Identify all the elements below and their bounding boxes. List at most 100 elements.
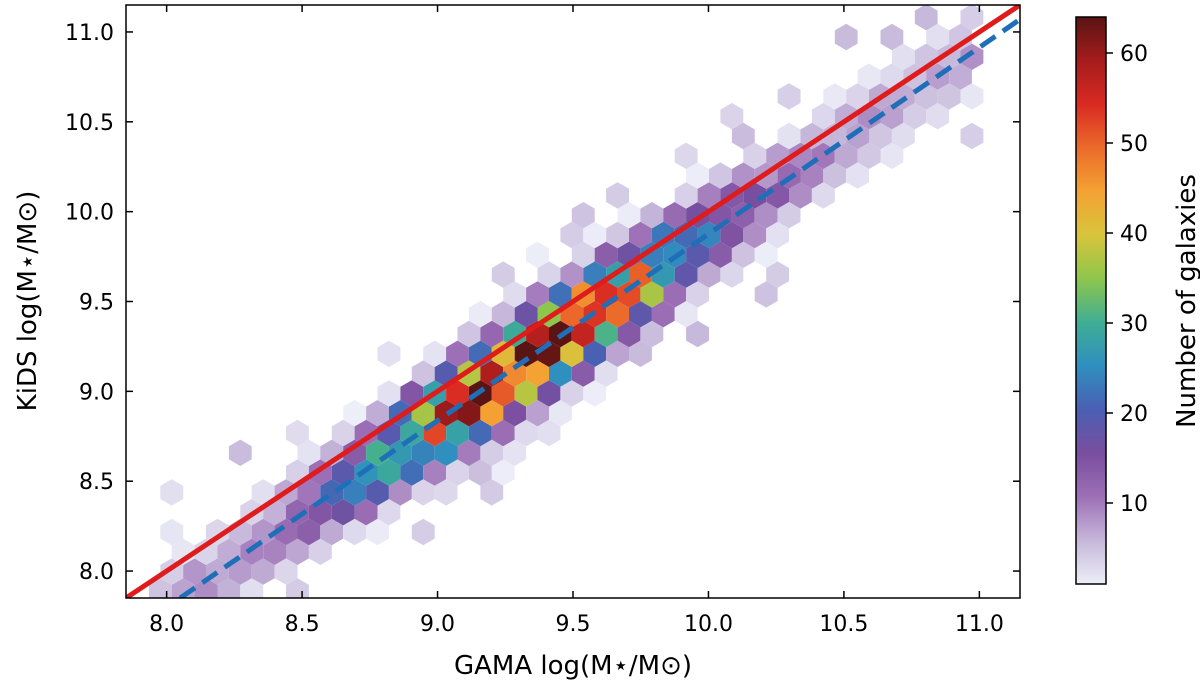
hexbin-cell (583, 221, 607, 249)
hexbin-cell (754, 281, 778, 308)
hexbin-cell (823, 83, 847, 110)
hexbin-cell (514, 419, 538, 447)
hexbin-cell (388, 479, 412, 506)
x-tick-label: 8.0 (149, 612, 184, 637)
hexbin-cell (754, 202, 778, 229)
hexbin-cell (491, 340, 515, 367)
hexbin-cell (606, 340, 629, 367)
hexbin-cell (949, 63, 972, 90)
hexbin-cell (274, 558, 298, 585)
hexbin-cell (651, 221, 675, 249)
hexbin-cell (400, 380, 424, 407)
fit-lines (126, 5, 1020, 598)
hexbin-cell (617, 320, 641, 348)
hexbin-cell (709, 162, 732, 189)
hexbin-cell (343, 439, 367, 466)
hexbin-cell (434, 439, 458, 466)
hexbin-cell (549, 400, 572, 427)
hexbin-cell (857, 142, 881, 169)
hexbin-cell (960, 122, 984, 150)
hexbin-cell (663, 202, 687, 229)
x-tick-label: 10.0 (684, 612, 733, 637)
y-tick-label: 9.0 (79, 380, 114, 405)
hexbin-cell (388, 439, 412, 466)
one-to-one-line (126, 5, 1020, 598)
hexbin-cell (286, 538, 309, 565)
hexbin-cell (491, 419, 515, 447)
hexbin-cell (491, 301, 515, 328)
hexbin-cell (480, 439, 504, 466)
hexbin-cell (411, 360, 435, 387)
hexbin-cell (766, 221, 789, 249)
hexbin-cell (251, 518, 275, 546)
hexbin-cell (526, 281, 549, 308)
hexbin-cell (366, 400, 389, 427)
hexbin-cell (640, 320, 664, 348)
hexbin-cell (503, 439, 527, 466)
hexbin-cell (297, 518, 321, 546)
hexbin-cell (697, 182, 721, 209)
hexbin-cell (377, 380, 401, 407)
y-tick-label: 8.5 (79, 470, 114, 495)
hexbin-cell (503, 320, 527, 348)
hexbin-cell (926, 23, 950, 51)
hexbin-cell (183, 558, 206, 585)
hexbin-cell (846, 162, 869, 189)
hexbin-cell (446, 419, 469, 447)
y-tick-label: 9.5 (79, 291, 114, 316)
hexbin-cell (537, 419, 561, 447)
hexbin-cell (217, 578, 241, 598)
colorbar-tick-label: 50 (1120, 132, 1148, 157)
x-tick-label: 11.0 (955, 612, 1004, 637)
hexbin-cell (240, 578, 264, 598)
hexbin-cell (366, 479, 389, 506)
hexbin-cell (674, 301, 698, 328)
hexbin-cell (514, 380, 538, 407)
hexbin-cell (594, 241, 618, 268)
hexbin-cell (526, 360, 549, 387)
x-tick-label: 8.5 (285, 612, 320, 637)
hexbin-cell (629, 340, 652, 367)
hexbin-cell (480, 400, 504, 427)
hexbin-cell (594, 360, 618, 387)
hexbin-cell (537, 380, 561, 407)
hexbin-cell (343, 400, 367, 427)
hexbin-cell (674, 182, 698, 209)
colorbar-gradient (1076, 17, 1106, 584)
hexbin-cell (194, 538, 218, 565)
hexbin-cell (480, 320, 504, 348)
colorbar-tick-label: 40 (1120, 222, 1148, 247)
hexbin-cell (549, 360, 572, 387)
hexbin-cell (594, 320, 618, 348)
hexbin-cell (606, 182, 629, 209)
hexbin-cell (674, 142, 698, 169)
hexbin-cell (228, 558, 252, 585)
colorbar-tick-label: 20 (1120, 402, 1148, 427)
hexbin-cell (354, 499, 378, 526)
hexbin-cell (686, 241, 709, 268)
hexbin-cell (743, 182, 767, 209)
hexbin-cell (160, 518, 184, 546)
hexbin-cell (571, 241, 595, 268)
y-tick-label: 11.0 (65, 21, 114, 46)
hexbin-cell (731, 241, 755, 268)
hexbin-cell (891, 43, 915, 70)
hexbin-cell (537, 261, 561, 288)
hexbin-cell (903, 103, 927, 130)
hexbin-cell (343, 479, 367, 506)
hexbin-cell (297, 479, 321, 506)
hexbin-cell (846, 122, 869, 150)
hexbin-cell (674, 261, 698, 288)
hexbin-cell (640, 202, 664, 229)
hexbin-cell (377, 499, 401, 526)
hexbin-cell (823, 162, 847, 189)
hexbin-cell (960, 83, 984, 110)
hexbin-cell (869, 122, 892, 150)
hexbin-cell (583, 380, 607, 407)
hexbin-cell (960, 5, 984, 31)
x-tick-label: 9.0 (420, 612, 455, 637)
hexbin-cell (880, 142, 904, 169)
hexbin-cell (514, 301, 538, 328)
x-tick-label: 10.5 (819, 612, 868, 637)
hexbin-cell (811, 103, 835, 130)
